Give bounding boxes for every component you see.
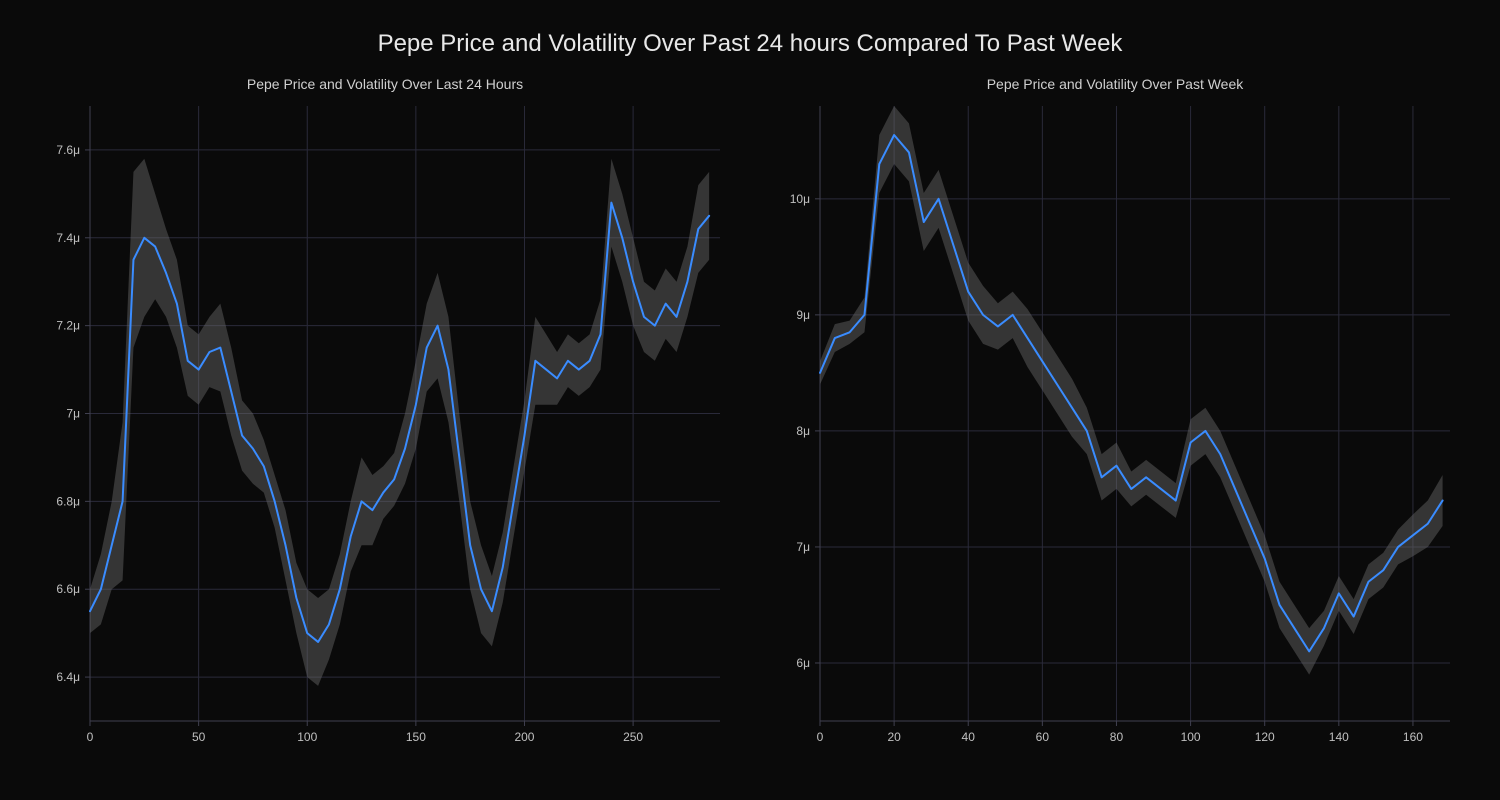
chart-panel-left: Pepe Price and Volatility Over Last 24 H… xyxy=(35,68,735,766)
y-tick-label: 7.6μ xyxy=(56,143,80,157)
chart-container: Pepe Price and Volatility Over Past 24 h… xyxy=(0,0,1500,800)
x-tick-label: 160 xyxy=(1403,730,1423,744)
x-tick-label: 200 xyxy=(514,730,534,744)
x-tick-label: 100 xyxy=(1181,730,1201,744)
y-tick-label: 9μ xyxy=(796,308,810,322)
x-tick-label: 40 xyxy=(962,730,976,744)
y-tick-label: 8μ xyxy=(796,424,810,438)
y-tick-label: 10μ xyxy=(790,192,810,206)
subtitle-right: Pepe Price and Volatility Over Past Week xyxy=(765,76,1465,92)
subtitle-left: Pepe Price and Volatility Over Last 24 H… xyxy=(35,76,735,92)
volatility-band xyxy=(820,106,1443,675)
x-tick-label: 0 xyxy=(87,730,94,744)
x-tick-label: 60 xyxy=(1036,730,1050,744)
y-tick-label: 6.4μ xyxy=(56,670,80,684)
y-tick-label: 6.8μ xyxy=(56,494,80,508)
charts-row: Pepe Price and Volatility Over Last 24 H… xyxy=(0,58,1500,786)
chart-svg-left: 0 50 100 150 200 250 6.4μ 6.6μ 6.8μ 7μ 7.2μ 7.4μ 7.6… xyxy=(35,96,735,766)
y-tick-label: 7μ xyxy=(66,407,80,421)
x-tick-label: 140 xyxy=(1329,730,1349,744)
y-tick-label: 7μ xyxy=(796,540,810,554)
y-tick-label: 6.6μ xyxy=(56,582,80,596)
chart-panel-right: Pepe Price and Volatility Over Past Week… xyxy=(765,68,1465,766)
y-tick-label: 7.4μ xyxy=(56,231,80,245)
y-tick-label: 6μ xyxy=(796,656,810,670)
price-line xyxy=(90,203,709,642)
x-tick-label: 20 xyxy=(887,730,901,744)
main-title: Pepe Price and Volatility Over Past 24 h… xyxy=(0,0,1500,58)
x-tick-label: 120 xyxy=(1255,730,1275,744)
x-tick-label: 100 xyxy=(297,730,317,744)
x-tick-label: 50 xyxy=(192,730,206,744)
y-tick-label: 7.2μ xyxy=(56,319,80,333)
chart-svg-right: 0 20 40 60 80 100 120 140 160 6μ 7μ 8μ 9μ 10μ xyxy=(765,96,1465,766)
x-tick-label: 150 xyxy=(406,730,426,744)
x-tick-label: 0 xyxy=(817,730,824,744)
x-tick-label: 250 xyxy=(623,730,643,744)
x-tick-label: 80 xyxy=(1110,730,1124,744)
price-line xyxy=(820,135,1443,651)
